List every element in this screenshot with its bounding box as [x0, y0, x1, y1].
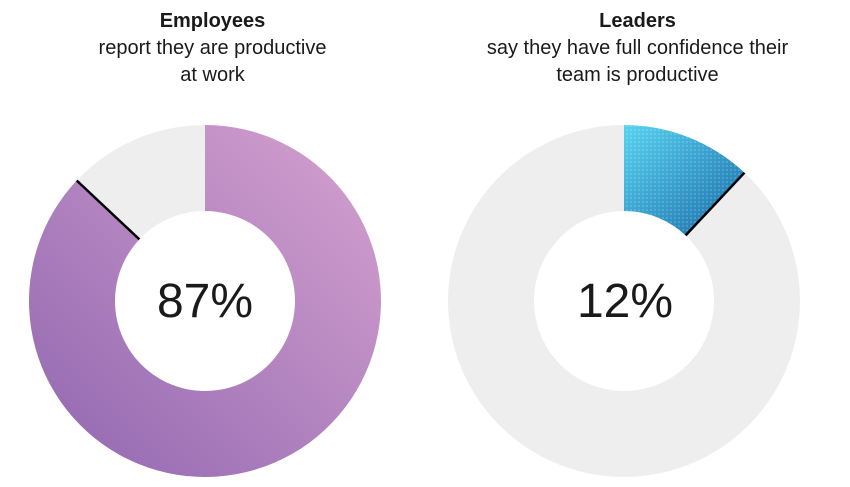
employees-remainder-slice: [76, 125, 205, 240]
employees-center-label: 87%: [156, 275, 254, 328]
leaders-slice-divider: [684, 171, 746, 237]
employees-donut: [28, 125, 382, 477]
leaders-title: Leaders: [599, 10, 676, 32]
leaders-subtitle-line-1: say they have full confidence their: [486, 37, 789, 59]
employees-title: Employees: [159, 10, 266, 32]
employees-subtitle-line-2: at work: [180, 64, 245, 86]
employees-chart: Employees report they are productive at …: [0, 8, 425, 477]
employees-header: Employees report they are productive at …: [0, 8, 425, 89]
leaders-center-label: 12%: [576, 275, 674, 328]
employees-value-slice: [28, 125, 382, 477]
leaders-donut: [448, 125, 800, 477]
leaders-subtitle-line-2: team is productive: [556, 64, 719, 86]
leaders-value-slice-texture: [624, 125, 745, 236]
leaders-header: Leaders say they have full confidence th…: [425, 8, 850, 89]
leaders-chart: Leaders say they have full confidence th…: [425, 0, 850, 487]
employees-slice-divider: [75, 179, 141, 241]
leaders-remainder-slice: [448, 125, 800, 477]
employees-subtitle-line-1: report they are productive: [98, 37, 327, 59]
